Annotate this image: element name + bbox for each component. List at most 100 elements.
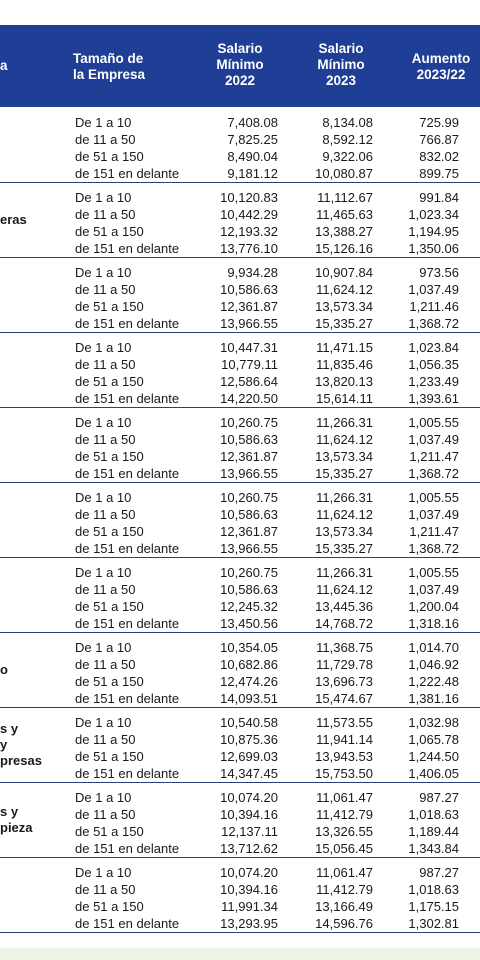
- table-row: De 1 a 10 10,447.31 11,471.15 1,023.84: [0, 340, 480, 356]
- table-row: de 51 a 150 8,490.04 9,322.06 832.02: [0, 149, 480, 165]
- salary-2023-cell: 13,445.36: [315, 599, 373, 614]
- salary-2022-cell: 9,934.28: [227, 265, 278, 280]
- sector-label: s y pieza: [0, 804, 33, 836]
- salary-2023-cell: 9,322.06: [322, 149, 373, 164]
- table-row: De 1 a 10 10,260.75 11,266.31 1,005.55: [0, 415, 480, 431]
- salary-2023-cell: 11,471.15: [316, 340, 373, 355]
- salary-2022-cell: 10,260.75: [220, 490, 278, 505]
- salary-2023-cell: 11,266.31: [316, 565, 373, 580]
- salary-2023-cell: 11,266.31: [316, 415, 373, 430]
- table-row: de 51 a 150 12,361.87 13,573.34 1,211.46: [0, 299, 480, 315]
- salary-2023-cell: 14,768.72: [315, 616, 373, 631]
- header-salary-2022-line1: Salario: [217, 41, 263, 56]
- company-size-cell: de 11 a 50: [75, 357, 136, 372]
- header-company-size-line2: la Empresa: [73, 67, 146, 82]
- salary-2023-cell: 11,412.79: [316, 807, 373, 822]
- increase-cell: 1,032.98: [408, 715, 459, 730]
- salary-2023-cell: 15,335.27: [315, 541, 373, 556]
- salary-2022-cell: 10,447.31: [220, 340, 278, 355]
- increase-cell: 1,018.63: [408, 882, 459, 897]
- table-row: De 1 a 10 10,354.05 11,368.75 1,014.70: [0, 640, 480, 656]
- sector-label-line: y: [0, 737, 8, 752]
- salary-2023-cell: 11,624.12: [316, 507, 373, 522]
- salary-2023-cell: 11,729.78: [316, 657, 373, 672]
- salary-2023-cell: 11,368.75: [316, 640, 373, 655]
- sector-label: eras: [0, 212, 27, 228]
- salary-2023-cell: 8,592.12: [322, 132, 373, 147]
- company-size-cell: de 51 a 150: [75, 899, 144, 914]
- increase-cell: 973.56: [419, 265, 459, 280]
- table-row: de 151 en delante 14,347.45 15,753.50 1,406…: [0, 766, 480, 782]
- increase-cell: 766.87: [419, 132, 459, 147]
- salary-2022-cell: 10,120.83: [220, 190, 278, 205]
- company-size-cell: de 51 a 150: [75, 599, 144, 614]
- header-salary-2022-line3: 2022: [224, 73, 256, 88]
- table-row: de 151 en delante 13,712.62 15,056.45 1,343…: [0, 841, 480, 857]
- salary-2022-cell: 14,220.50: [220, 391, 278, 406]
- salary-2023-cell: 11,624.12: [316, 582, 373, 597]
- salary-2022-cell: 11,991.34: [221, 899, 278, 914]
- salary-2023-cell: 15,126.16: [315, 241, 373, 256]
- salary-2022-cell: 10,442.29: [220, 207, 278, 222]
- header-salary-2023-line3: 2023: [325, 73, 357, 88]
- header-salary-2023-line2: Mínimo: [317, 57, 365, 72]
- increase-cell: 1,393.61: [408, 391, 459, 406]
- increase-cell: 987.27: [419, 790, 459, 805]
- table-row: de 51 a 150 12,361.87 13,573.34 1,211.47: [0, 449, 480, 465]
- salary-2023-cell: 11,061.47: [316, 790, 373, 805]
- salary-2022-cell: 12,586.64: [220, 374, 278, 389]
- increase-cell: 1,014.70: [408, 640, 459, 655]
- increase-cell: 1,023.34: [408, 207, 459, 222]
- company-size-cell: de 11 a 50: [75, 207, 136, 222]
- increase-cell: 1,381.16: [408, 691, 459, 706]
- salary-2022-cell: 13,776.10: [220, 241, 278, 256]
- company-size-cell: de 11 a 50: [75, 732, 136, 747]
- salary-group: o De 1 a 10 10,354.05 11,368.75 1,014.70 de 1…: [0, 632, 480, 708]
- table-row: de 51 a 150 11,991.34 13,166.49 1,175.15: [0, 899, 480, 915]
- company-size-cell: De 1 a 10: [75, 490, 132, 505]
- salary-2022-cell: 10,074.20: [220, 790, 278, 805]
- company-size-cell: De 1 a 10: [75, 340, 132, 355]
- increase-cell: 1,037.49: [408, 432, 459, 447]
- increase-cell: 1,406.05: [408, 766, 459, 781]
- salary-2023-cell: 11,573.55: [316, 715, 373, 730]
- salary-2022-cell: 12,699.03: [220, 749, 278, 764]
- increase-cell: 1,211.47: [409, 449, 459, 464]
- salary-group: De 1 a 10 10,447.31 11,471.15 1,023.84 de 11…: [0, 332, 480, 408]
- salary-2023-cell: 13,388.27: [315, 224, 373, 239]
- salary-2022-cell: 10,586.63: [220, 582, 278, 597]
- table-row: De 1 a 10 10,540.58 11,573.55 1,032.98: [0, 715, 480, 731]
- salary-2022-cell: 7,408.08: [227, 115, 278, 130]
- company-size-cell: de 51 a 150: [75, 299, 144, 314]
- salary-2022-cell: 10,074.20: [220, 865, 278, 880]
- increase-cell: 1,037.49: [408, 582, 459, 597]
- increase-cell: 1,233.49: [408, 374, 459, 389]
- table-row: De 1 a 10 10,120.83 11,112.67 991.84: [0, 190, 480, 206]
- company-size-cell: de 11 a 50: [75, 582, 136, 597]
- increase-cell: 899.75: [419, 166, 459, 181]
- sector-label-line: pieza: [0, 820, 33, 835]
- table-row: de 151 en delante 13,966.55 15,335.27 1,368…: [0, 316, 480, 332]
- company-size-cell: de 51 a 150: [75, 524, 144, 539]
- salary-2023-cell: 11,112.67: [317, 190, 373, 205]
- table-row: de 51 a 150 12,245.32 13,445.36 1,200.04: [0, 599, 480, 615]
- company-size-cell: de 51 a 150: [75, 749, 144, 764]
- salary-2023-cell: 13,573.34: [315, 299, 373, 314]
- increase-cell: 725.99: [419, 115, 459, 130]
- company-size-cell: De 1 a 10: [75, 190, 132, 205]
- table-row: de 11 a 50 10,586.63 11,624.12 1,037.49: [0, 432, 480, 448]
- company-size-cell: De 1 a 10: [75, 115, 132, 130]
- salary-2023-cell: 14,596.76: [315, 916, 373, 931]
- table-row: de 51 a 150 12,474.26 13,696.73 1,222.48: [0, 674, 480, 690]
- table-row: De 1 a 10 10,260.75 11,266.31 1,005.55: [0, 490, 480, 506]
- salary-2022-cell: 12,361.87: [220, 299, 278, 314]
- increase-cell: 1,222.48: [408, 674, 459, 689]
- company-size-cell: de 151 en delante: [75, 916, 180, 931]
- salary-2022-cell: 13,712.62: [220, 841, 278, 856]
- salary-2023-cell: 15,335.27: [315, 466, 373, 481]
- salary-2023-cell: 13,696.73: [315, 674, 373, 689]
- salary-2022-cell: 13,293.95: [220, 916, 278, 931]
- salary-2022-cell: 14,093.51: [220, 691, 278, 706]
- company-size-cell: De 1 a 10: [75, 415, 132, 430]
- table-row: de 151 en delante 13,450.56 14,768.72 1,318…: [0, 616, 480, 632]
